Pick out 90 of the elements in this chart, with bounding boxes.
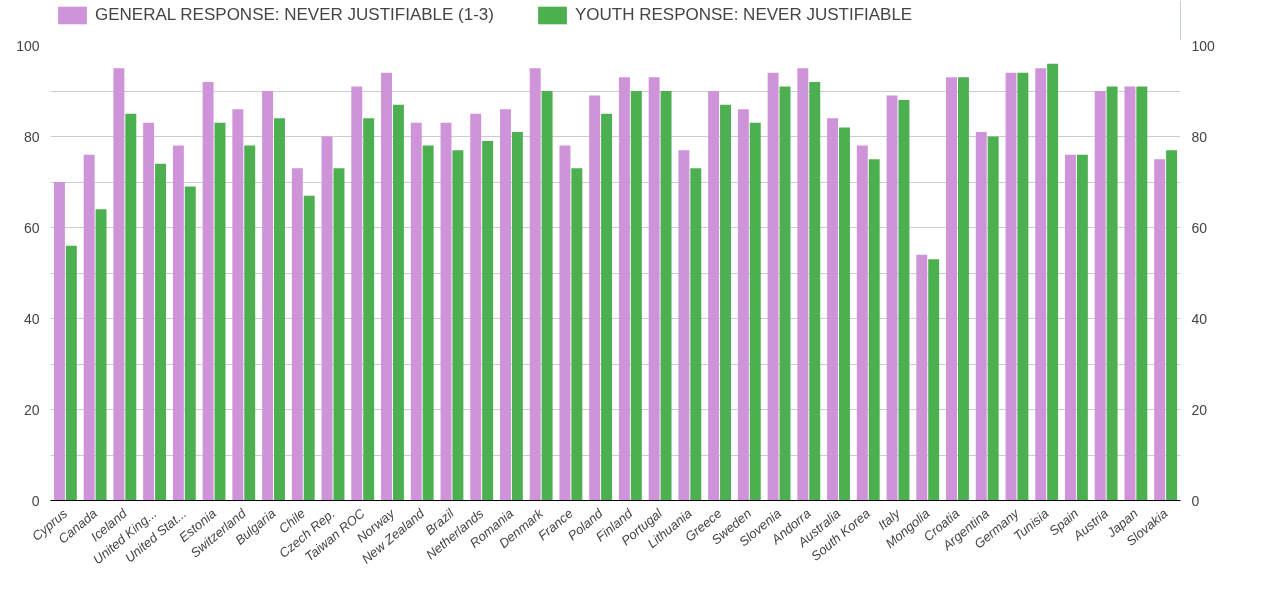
bar bbox=[363, 118, 375, 501]
bar bbox=[470, 113, 482, 501]
bar bbox=[452, 150, 464, 501]
bar bbox=[618, 77, 630, 501]
bar bbox=[987, 136, 999, 501]
bar bbox=[202, 81, 214, 501]
bar bbox=[1076, 154, 1088, 501]
y-tick-label: 40 bbox=[23, 310, 40, 327]
bar bbox=[1124, 86, 1136, 501]
bar bbox=[589, 95, 601, 501]
bar bbox=[1047, 63, 1059, 501]
bar bbox=[155, 163, 166, 501]
bar bbox=[541, 91, 553, 501]
bar bbox=[1035, 68, 1047, 501]
bar bbox=[1136, 86, 1148, 501]
bar bbox=[113, 68, 125, 501]
legend-label: YOUTH RESPONSE: NEVER JUSTIFIABLE bbox=[574, 5, 913, 25]
bar bbox=[708, 91, 720, 501]
bar bbox=[291, 168, 303, 501]
bar bbox=[737, 109, 749, 501]
bar bbox=[975, 131, 987, 501]
bar bbox=[184, 186, 196, 501]
bar bbox=[1154, 159, 1166, 501]
bar bbox=[392, 104, 404, 501]
bar bbox=[333, 168, 345, 501]
bar bbox=[53, 182, 65, 501]
bar bbox=[1065, 154, 1076, 501]
bar bbox=[95, 209, 107, 501]
bar bbox=[440, 122, 452, 501]
bar bbox=[1094, 91, 1106, 501]
bar bbox=[571, 168, 583, 501]
bar bbox=[500, 109, 511, 501]
bar bbox=[749, 122, 761, 501]
bar bbox=[946, 77, 957, 501]
bar bbox=[856, 145, 868, 501]
bar bbox=[274, 118, 285, 501]
y-tick-label: 60 bbox=[23, 219, 40, 236]
bar bbox=[809, 81, 821, 501]
bar bbox=[630, 91, 642, 501]
bar bbox=[1017, 72, 1029, 501]
bar bbox=[511, 131, 523, 501]
bar bbox=[410, 122, 422, 501]
bar bbox=[660, 91, 672, 501]
bar bbox=[767, 72, 779, 501]
bar bbox=[797, 68, 809, 501]
bar bbox=[351, 86, 363, 501]
y2-tick-label: 40 bbox=[1191, 310, 1208, 327]
y2-tick-label: 80 bbox=[1191, 128, 1208, 145]
bar bbox=[1005, 72, 1017, 501]
bar bbox=[381, 72, 392, 501]
y-tick-label: 80 bbox=[23, 128, 40, 145]
y-tick-label: 20 bbox=[23, 401, 40, 418]
bar bbox=[321, 136, 333, 501]
bar bbox=[957, 77, 969, 501]
y2-tick-label: 100 bbox=[1191, 37, 1216, 54]
legend-label: GENERAL RESPONSE: NEVER JUSTIFIABLE (1-3) bbox=[95, 5, 494, 25]
bar bbox=[868, 159, 880, 501]
bar bbox=[779, 86, 791, 501]
bar bbox=[303, 195, 315, 501]
bar bbox=[648, 77, 660, 501]
y-tick-label: 0 bbox=[31, 492, 40, 509]
bar bbox=[1166, 150, 1178, 501]
y2-tick-label: 20 bbox=[1191, 401, 1208, 418]
bar bbox=[690, 168, 702, 501]
bar bbox=[601, 113, 613, 501]
bar bbox=[839, 127, 850, 501]
bar bbox=[232, 109, 244, 501]
bar bbox=[65, 245, 77, 501]
bar bbox=[172, 145, 184, 501]
bar bbox=[125, 113, 137, 501]
bar bbox=[482, 141, 494, 501]
bar bbox=[916, 254, 928, 501]
y-tick-label: 100 bbox=[16, 37, 40, 54]
bar bbox=[422, 145, 434, 501]
y2-tick-label: 60 bbox=[1191, 219, 1208, 236]
bar bbox=[143, 122, 155, 501]
bar bbox=[678, 150, 690, 501]
bar bbox=[886, 95, 898, 501]
bar bbox=[214, 122, 226, 501]
bar bbox=[559, 145, 571, 501]
bar bbox=[898, 100, 910, 501]
y2-tick-label: 0 bbox=[1191, 492, 1200, 509]
bar bbox=[928, 259, 940, 501]
bar bbox=[1106, 86, 1118, 501]
bar bbox=[83, 154, 95, 501]
bar bbox=[262, 91, 274, 501]
bar bbox=[827, 118, 839, 501]
bar bbox=[720, 104, 731, 501]
bar bbox=[244, 145, 256, 501]
bar bbox=[529, 68, 541, 501]
